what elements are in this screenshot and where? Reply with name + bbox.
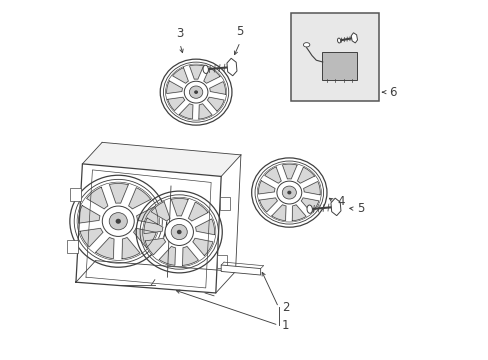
Ellipse shape <box>160 59 231 125</box>
Ellipse shape <box>203 65 208 73</box>
Polygon shape <box>330 198 340 216</box>
Polygon shape <box>188 202 207 221</box>
Text: 2: 2 <box>282 301 289 314</box>
Polygon shape <box>172 68 188 83</box>
Ellipse shape <box>306 205 312 213</box>
Polygon shape <box>151 202 170 221</box>
Text: 5: 5 <box>357 202 364 215</box>
Polygon shape <box>79 206 100 223</box>
Ellipse shape <box>184 81 207 103</box>
Text: 5: 5 <box>236 25 244 39</box>
Polygon shape <box>203 68 220 83</box>
Polygon shape <box>226 58 237 76</box>
Polygon shape <box>80 228 103 247</box>
Ellipse shape <box>102 206 134 237</box>
Text: 3: 3 <box>176 27 183 40</box>
Ellipse shape <box>70 175 166 267</box>
Text: 6: 6 <box>388 86 396 99</box>
Polygon shape <box>145 238 165 255</box>
Polygon shape <box>179 104 193 119</box>
Text: 1: 1 <box>282 319 289 332</box>
Polygon shape <box>297 167 314 183</box>
Ellipse shape <box>194 90 198 94</box>
Polygon shape <box>217 255 227 268</box>
Polygon shape <box>70 188 81 201</box>
Polygon shape <box>271 205 285 221</box>
Polygon shape <box>195 219 214 235</box>
Polygon shape <box>109 184 128 203</box>
Ellipse shape <box>177 230 181 234</box>
Polygon shape <box>76 164 221 293</box>
Text: 4: 4 <box>337 195 345 208</box>
Polygon shape <box>67 240 78 253</box>
Polygon shape <box>182 246 198 265</box>
Polygon shape <box>122 238 140 259</box>
Polygon shape <box>259 198 277 212</box>
Polygon shape <box>82 142 241 176</box>
Ellipse shape <box>109 213 127 230</box>
Polygon shape <box>282 164 297 179</box>
Polygon shape <box>221 265 260 275</box>
Polygon shape <box>292 205 305 221</box>
Ellipse shape <box>136 191 222 273</box>
Polygon shape <box>166 81 182 94</box>
Polygon shape <box>143 218 163 234</box>
FancyBboxPatch shape <box>321 52 356 80</box>
Polygon shape <box>86 187 108 209</box>
Polygon shape <box>301 198 318 212</box>
Polygon shape <box>167 97 184 111</box>
Ellipse shape <box>164 219 193 246</box>
Ellipse shape <box>286 191 291 194</box>
Polygon shape <box>207 97 224 111</box>
Ellipse shape <box>303 42 309 47</box>
Ellipse shape <box>251 158 326 227</box>
Ellipse shape <box>115 219 121 224</box>
Polygon shape <box>192 238 213 256</box>
Ellipse shape <box>171 224 187 240</box>
Ellipse shape <box>189 86 203 98</box>
Polygon shape <box>350 33 357 43</box>
Polygon shape <box>128 188 150 209</box>
Polygon shape <box>96 238 114 259</box>
Polygon shape <box>264 167 281 183</box>
Polygon shape <box>189 65 203 79</box>
FancyBboxPatch shape <box>290 13 378 101</box>
Polygon shape <box>199 104 212 119</box>
Polygon shape <box>303 181 320 195</box>
Polygon shape <box>220 197 229 210</box>
Polygon shape <box>171 198 188 216</box>
Ellipse shape <box>337 38 340 43</box>
Polygon shape <box>159 246 175 265</box>
Polygon shape <box>258 181 275 194</box>
Ellipse shape <box>282 186 296 199</box>
Polygon shape <box>136 207 158 224</box>
Polygon shape <box>133 228 156 248</box>
Ellipse shape <box>276 181 301 204</box>
Polygon shape <box>209 82 225 94</box>
